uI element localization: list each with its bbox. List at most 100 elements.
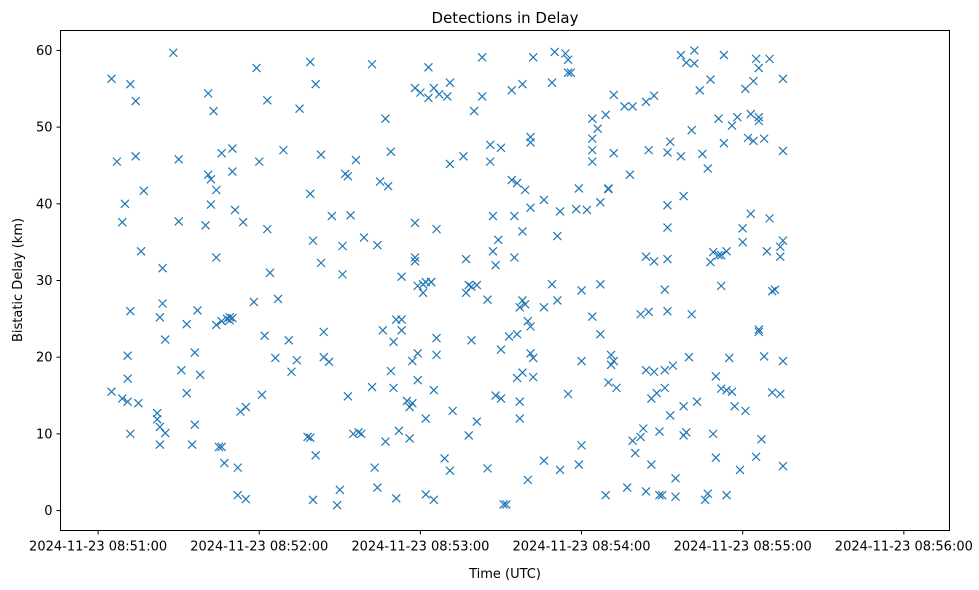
data-point [547, 78, 557, 88]
data-point [708, 429, 718, 439]
y-tick-label: 30 [36, 274, 53, 289]
data-point [574, 460, 584, 469]
data-point [311, 450, 321, 460]
data-point [485, 157, 495, 167]
data-point [254, 157, 264, 167]
data-point [131, 151, 141, 161]
data-point [714, 114, 723, 124]
data-point [211, 253, 221, 262]
data-point [582, 205, 592, 215]
data-point [372, 240, 382, 250]
data-point [649, 367, 659, 377]
data-point [117, 217, 127, 227]
data-point [757, 434, 766, 444]
data-point [461, 254, 471, 264]
y-tick-label: 10 [36, 427, 53, 442]
data-point [526, 348, 535, 358]
data-point [523, 316, 533, 326]
data-point [303, 432, 313, 442]
data-point [375, 177, 385, 186]
data-point [469, 106, 479, 116]
data-point [335, 485, 345, 495]
data-point [563, 389, 573, 399]
data-point [601, 490, 611, 500]
data-point [343, 171, 353, 181]
data-point [765, 54, 774, 64]
data-point [655, 490, 664, 500]
data-point [389, 337, 398, 347]
data-point [671, 492, 680, 502]
data-point [225, 312, 235, 322]
data-point [552, 231, 562, 241]
data-point [467, 335, 476, 345]
data-point [759, 134, 769, 144]
data-point [518, 296, 527, 305]
data-point [778, 356, 788, 366]
data-point [367, 382, 377, 392]
data-point [316, 258, 326, 268]
data-point [778, 461, 788, 471]
data-point [308, 495, 318, 505]
data-point [117, 394, 127, 404]
data-point [397, 315, 407, 325]
data-point [499, 500, 509, 509]
data-point [751, 452, 761, 462]
data-point [219, 458, 229, 468]
data-point [561, 49, 570, 58]
data-point [646, 460, 656, 469]
data-point [434, 89, 444, 99]
data-point [719, 50, 729, 60]
data-point [727, 121, 737, 131]
data-point [730, 401, 740, 411]
data-point [684, 352, 694, 362]
data-point [663, 148, 672, 157]
data-point [405, 434, 415, 443]
data-point [523, 475, 533, 485]
data-point [424, 62, 433, 72]
data-point [174, 154, 184, 164]
data-point [636, 432, 646, 442]
data-point [754, 325, 764, 335]
data-point [483, 295, 492, 305]
data-point [754, 112, 764, 122]
data-point [278, 145, 288, 155]
data-point [338, 241, 347, 251]
data-point [577, 356, 586, 366]
x-tick-label: 2024-11-23 08:54:00 [513, 540, 651, 555]
data-point [703, 489, 713, 499]
data-point [700, 495, 710, 505]
data-point [706, 257, 715, 267]
data-point [464, 430, 474, 440]
data-point [125, 79, 135, 89]
data-point [233, 463, 243, 473]
data-point [663, 223, 672, 233]
data-point [485, 140, 495, 150]
data-point [515, 414, 525, 423]
data-point [676, 50, 686, 60]
data-point [550, 47, 560, 57]
data-point [716, 384, 726, 394]
data-point [660, 285, 670, 295]
data-point [765, 213, 774, 223]
data-point [762, 246, 772, 256]
data-point [609, 148, 619, 158]
y-axis: 0 10 20 30 40 50 60 [36, 44, 61, 519]
data-point [722, 246, 732, 256]
data-point [319, 327, 329, 337]
data-point [187, 440, 197, 450]
data-point [359, 233, 369, 242]
data-point [338, 269, 347, 279]
data-point [155, 312, 165, 322]
data-point [716, 250, 726, 260]
data-point [405, 402, 415, 412]
data-point [501, 500, 511, 509]
data-point [606, 350, 616, 360]
data-point [432, 350, 441, 360]
data-points [107, 46, 788, 510]
data-point [587, 157, 597, 167]
data-point [107, 74, 116, 84]
data-point [703, 164, 713, 173]
data-point [528, 52, 538, 62]
data-point [182, 319, 192, 329]
data-point [595, 197, 605, 207]
